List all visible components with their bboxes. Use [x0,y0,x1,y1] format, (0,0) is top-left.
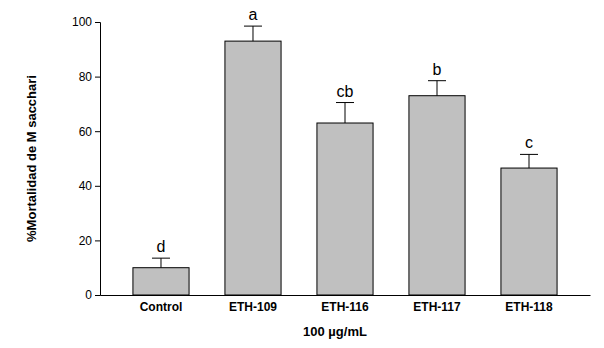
tick-label: 0 [85,288,92,302]
annotation: cb [337,83,354,100]
error-stem [529,154,530,168]
error-stem [437,81,438,96]
tick-label: 20 [79,234,93,248]
tick-label: 60 [79,125,93,139]
bar [133,268,189,295]
error-cap [520,154,538,155]
tick: 0 [85,288,100,302]
x-axis: Control ETH-109 ETH-116 ETH-117 ETH-118 [101,295,591,314]
tick: ETH-117 [413,295,461,314]
error-stem [160,258,161,268]
y-axis-title: %Mortalidad de M sacchari [24,75,39,242]
tick-label: 80 [79,70,93,84]
tick-mark [95,186,100,187]
tick: 20 [79,234,100,248]
tick-label: ETH-118 [505,300,553,314]
annotation: d [157,238,166,255]
bar [225,41,281,295]
tick-mark [95,22,100,23]
y-axis: 0 20 40 60 80 100 [72,15,101,302]
annotations: d a cb b c [157,6,533,255]
tick-mark [95,77,100,78]
bar [501,168,557,295]
tick: 100 [72,15,100,29]
tick-mark [95,295,100,296]
tick: Control [140,295,183,314]
bars [133,26,557,295]
error-cap [428,80,446,81]
error-stem [345,103,346,123]
tick-label: 100 [72,15,92,29]
error-cap [336,102,354,103]
x-axis-title: 100 µg/mL [303,324,367,339]
tick-label: 40 [79,179,93,193]
error-cap [152,258,170,259]
chart: d a cb b c 0 20 40 60 80 100 Control ETH-109 ETH-116 E… [0,0,604,348]
error-stem [252,26,253,41]
axis-line [101,295,591,296]
tick: ETH-116 [321,295,369,314]
annotation: b [433,61,442,78]
tick-label: Control [140,300,183,314]
tick-label: ETH-116 [321,300,369,314]
axis-line [95,23,101,296]
annotation: a [249,6,258,23]
tick-label: ETH-109 [229,300,277,314]
tick-label: ETH-117 [413,300,461,314]
error-bar [152,258,170,268]
tick: ETH-118 [505,295,553,314]
annotation: c [525,134,533,151]
tick-mark [95,240,100,241]
tick: 40 [79,179,100,193]
error-bar [428,81,446,96]
error-bar [244,26,262,41]
bar [317,123,373,295]
error-bar [520,154,538,168]
error-bar [336,103,354,123]
bar [409,96,465,295]
tick-mark [95,131,100,132]
tick: 80 [79,70,100,84]
error-cap [244,26,262,27]
tick: ETH-109 [229,295,277,314]
tick: 60 [79,125,100,139]
